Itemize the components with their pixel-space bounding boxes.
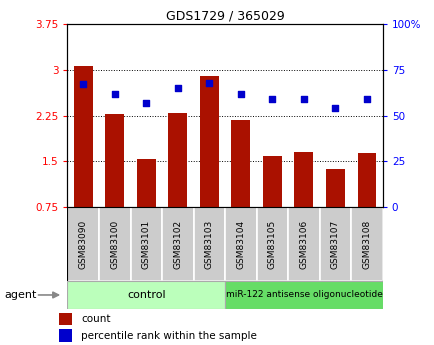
Bar bbox=[326, 169, 344, 253]
Text: GSM83105: GSM83105 bbox=[267, 219, 276, 269]
Point bbox=[237, 91, 244, 96]
Bar bbox=[225, 281, 382, 309]
Point bbox=[300, 96, 307, 102]
Text: GDS1729 / 365029: GDS1729 / 365029 bbox=[165, 9, 284, 22]
Point bbox=[331, 106, 338, 111]
Text: GSM83103: GSM83103 bbox=[204, 219, 214, 269]
Bar bbox=[136, 159, 155, 253]
Point bbox=[205, 80, 212, 86]
Point bbox=[111, 91, 118, 96]
Bar bbox=[67, 207, 99, 281]
Bar bbox=[67, 281, 225, 309]
Bar bbox=[262, 156, 281, 253]
Text: GSM83108: GSM83108 bbox=[362, 219, 371, 269]
Point bbox=[363, 96, 370, 102]
Text: GSM83090: GSM83090 bbox=[79, 219, 88, 269]
Text: GSM83100: GSM83100 bbox=[110, 219, 119, 269]
Bar bbox=[231, 120, 250, 253]
Text: GSM83107: GSM83107 bbox=[330, 219, 339, 269]
Point bbox=[79, 82, 86, 87]
Bar bbox=[193, 207, 225, 281]
Bar bbox=[105, 114, 124, 253]
Bar bbox=[59, 313, 72, 325]
Text: agent: agent bbox=[4, 290, 36, 300]
Bar bbox=[319, 207, 351, 281]
Text: GSM83104: GSM83104 bbox=[236, 219, 245, 269]
Bar bbox=[200, 76, 218, 253]
Text: miR-122 antisense oligonucleotide: miR-122 antisense oligonucleotide bbox=[225, 290, 381, 299]
Text: count: count bbox=[81, 314, 111, 324]
Text: control: control bbox=[127, 290, 165, 300]
Text: GSM83102: GSM83102 bbox=[173, 219, 182, 269]
Bar bbox=[74, 66, 92, 253]
Point bbox=[268, 96, 275, 102]
Bar bbox=[351, 207, 382, 281]
Bar bbox=[130, 207, 162, 281]
Bar bbox=[225, 207, 256, 281]
Bar bbox=[59, 329, 72, 342]
Point bbox=[174, 85, 181, 91]
Bar bbox=[168, 112, 187, 253]
Text: percentile rank within the sample: percentile rank within the sample bbox=[81, 331, 256, 341]
Bar bbox=[294, 152, 312, 253]
Point bbox=[142, 100, 149, 106]
Bar bbox=[99, 207, 130, 281]
Text: GSM83101: GSM83101 bbox=[141, 219, 151, 269]
Bar bbox=[357, 154, 376, 253]
Bar bbox=[161, 207, 193, 281]
Bar bbox=[288, 207, 319, 281]
Bar bbox=[256, 207, 288, 281]
Text: GSM83106: GSM83106 bbox=[299, 219, 308, 269]
